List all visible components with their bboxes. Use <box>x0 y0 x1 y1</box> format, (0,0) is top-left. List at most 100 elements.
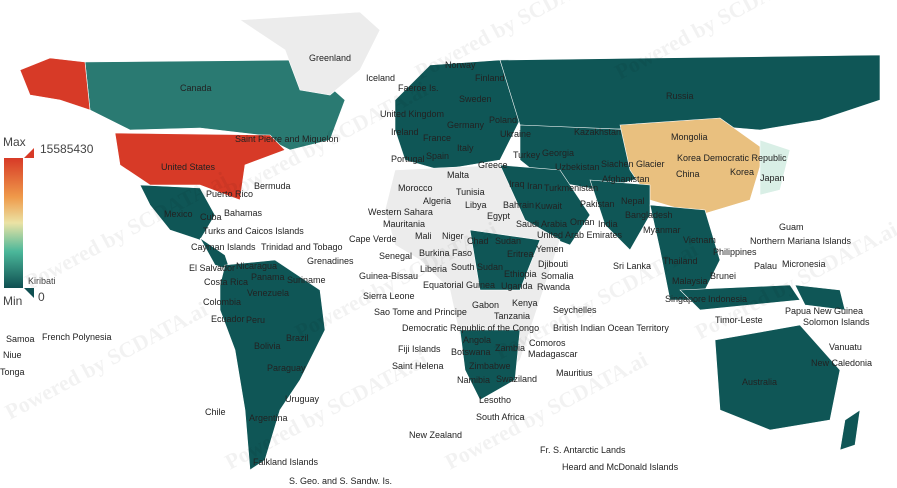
country-label-malaysia: Malaysia <box>672 276 708 286</box>
country-label-mauritania: Mauritania <box>383 219 426 229</box>
region-sahel-east[interactable] <box>469 229 541 291</box>
country-label-new-caledonia: New Caledonia <box>811 358 873 368</box>
legend: Max 15585430 Kiribati 0 Min <box>0 135 110 310</box>
country-label-papua-new-guinea: Papua New Guinea <box>785 306 864 316</box>
legend-max-handle[interactable] <box>24 148 34 158</box>
region-png[interactable] <box>794 284 846 311</box>
country-label-france: France <box>423 133 452 143</box>
country-label-greenland: Greenland <box>309 53 352 63</box>
country-label-india: India <box>598 219 618 229</box>
country-label-mongolia: Mongolia <box>671 132 708 142</box>
country-label-niue: Niue <box>3 350 22 360</box>
country-label-western-sahara: Western Sahara <box>368 207 433 217</box>
region-india[interactable] <box>589 179 651 251</box>
country-label-lesotho: Lesotho <box>479 395 512 405</box>
country-label-falkland-islands: Falkland Islands <box>253 457 319 467</box>
country-label-kenya: Kenya <box>512 298 538 308</box>
country-label-gabon: Gabon <box>472 300 500 310</box>
country-label-morocco: Morocco <box>398 183 433 193</box>
country-label-cape-verde: Cape Verde <box>349 234 397 244</box>
country-label-korea-democratic-republic: Korea Democratic Republic <box>677 153 787 163</box>
country-label-japan: Japan <box>760 173 785 183</box>
country-label-sri-lanka: Sri Lanka <box>613 261 652 271</box>
region-china[interactable] <box>619 117 766 216</box>
country-label-chile: Chile <box>205 407 226 417</box>
region-indonesia[interactable] <box>679 284 801 311</box>
country-label-iraq: Iraq <box>509 179 525 189</box>
country-label-s-geo-and-s-sandw-is-: S. Geo. and S. Sandw. Is. <box>289 476 393 486</box>
country-label-algeria: Algeria <box>423 196 452 206</box>
watermark: Powered by SCDATA.ai <box>1 296 212 424</box>
country-label-nepal: Nepal <box>621 196 645 206</box>
country-label-china: China <box>676 169 700 179</box>
legend-min-handle[interactable] <box>24 288 34 298</box>
country-label-south-sudan: South Sudan <box>451 262 504 272</box>
country-label-tanzania: Tanzania <box>494 311 531 321</box>
legend-min-value: 0 <box>38 290 45 304</box>
region-mexico[interactable] <box>139 184 216 241</box>
region-europe[interactable] <box>394 59 521 171</box>
country-label-djibouti: Djibouti <box>538 259 569 269</box>
country-label-afghanistan: Afghanistan <box>602 174 650 184</box>
country-label-puerto-rico: Puerto Rico <box>206 189 254 199</box>
country-label-saint-helena: Saint Helena <box>392 361 444 371</box>
country-label-guam: Guam <box>779 222 804 232</box>
region-united-states[interactable] <box>114 132 286 201</box>
country-label-cayman-islands: Cayman Islands <box>191 242 256 252</box>
region-southern-africa[interactable] <box>459 329 521 401</box>
country-label-somalia: Somalia <box>541 271 574 281</box>
country-label-ethiopia: Ethiopia <box>504 269 537 279</box>
region-australia[interactable] <box>714 324 841 431</box>
country-label-comoros: Comoros <box>529 338 566 348</box>
country-label-south-africa: South Africa <box>476 412 525 422</box>
region-japan[interactable] <box>759 139 791 196</box>
country-label-british-indian-ocean-territory: British Indian Ocean Territory <box>553 323 669 333</box>
country-label-germany: Germany <box>447 120 485 130</box>
country-label-seychelles: Seychelles <box>553 305 597 315</box>
country-label-sudan: Sudan <box>495 236 522 246</box>
country-label-argentina: Argentina <box>249 413 288 423</box>
country-label-micronesia: Micronesia <box>782 259 826 269</box>
country-label-paraguay: Paraguay <box>267 363 306 373</box>
country-label-spain: Spain <box>426 151 450 161</box>
country-label-saint-pierre-and-miquelon: Saint Pierre and Miquelon <box>235 134 339 144</box>
country-label-uganda: Uganda <box>501 281 533 291</box>
region-south-america[interactable] <box>219 259 326 471</box>
country-label-panama: Panama <box>251 272 285 282</box>
legend-min-country: Kiribati <box>28 276 56 286</box>
country-label-kuwait: Kuwait <box>535 201 563 211</box>
country-label-grenadines: Grenadines <box>307 256 354 266</box>
country-label-russia: Russia <box>666 91 694 101</box>
country-label-el-salvador: El Salvador <box>189 263 236 273</box>
country-label-tunisia: Tunisia <box>456 187 485 197</box>
country-label-heard-and-mcdonald-islands: Heard and McDonald Islands <box>562 462 679 472</box>
country-label-madagascar: Madagascar <box>528 349 578 359</box>
country-label-democratic-republic-of-the-congo: Democratic Republic of the Congo <box>402 323 540 333</box>
country-label-malta: Malta <box>447 170 470 180</box>
country-label-uruguay: Uruguay <box>285 394 320 404</box>
country-label-colombia: Colombia <box>203 297 242 307</box>
country-label-ecuador: Ecuador <box>211 314 245 324</box>
region-greenland[interactable] <box>239 11 381 96</box>
country-label-guinea-bissau: Guinea-Bissau <box>359 271 419 281</box>
country-label-siachen-glacier: Siachen Glacier <box>601 159 665 169</box>
country-label-turkey: Turkey <box>513 150 541 160</box>
country-label-suriname: Suriname <box>287 275 326 285</box>
country-label-norway: Norway <box>445 60 476 70</box>
country-label-bermuda: Bermuda <box>254 181 291 191</box>
country-label-samoa: Samoa <box>6 334 35 344</box>
country-label-saudi-arabia: Saudi Arabia <box>516 219 568 229</box>
region-new-zealand[interactable] <box>839 409 861 451</box>
country-label-ireland: Ireland <box>391 127 419 137</box>
country-label-sao-tome-and-principe: Sao Tome and Principe <box>374 307 467 317</box>
country-label-egypt: Egypt <box>487 211 511 221</box>
legend-min-label: Min <box>3 294 23 308</box>
country-label-oman: Oman <box>570 217 595 227</box>
country-label-portugal: Portugal <box>391 154 425 164</box>
country-label-brazil: Brazil <box>286 333 309 343</box>
region-alaska[interactable] <box>19 57 91 111</box>
country-label-new-zealand: New Zealand <box>409 430 463 440</box>
country-label-indonesia: Indonesia <box>708 294 748 304</box>
